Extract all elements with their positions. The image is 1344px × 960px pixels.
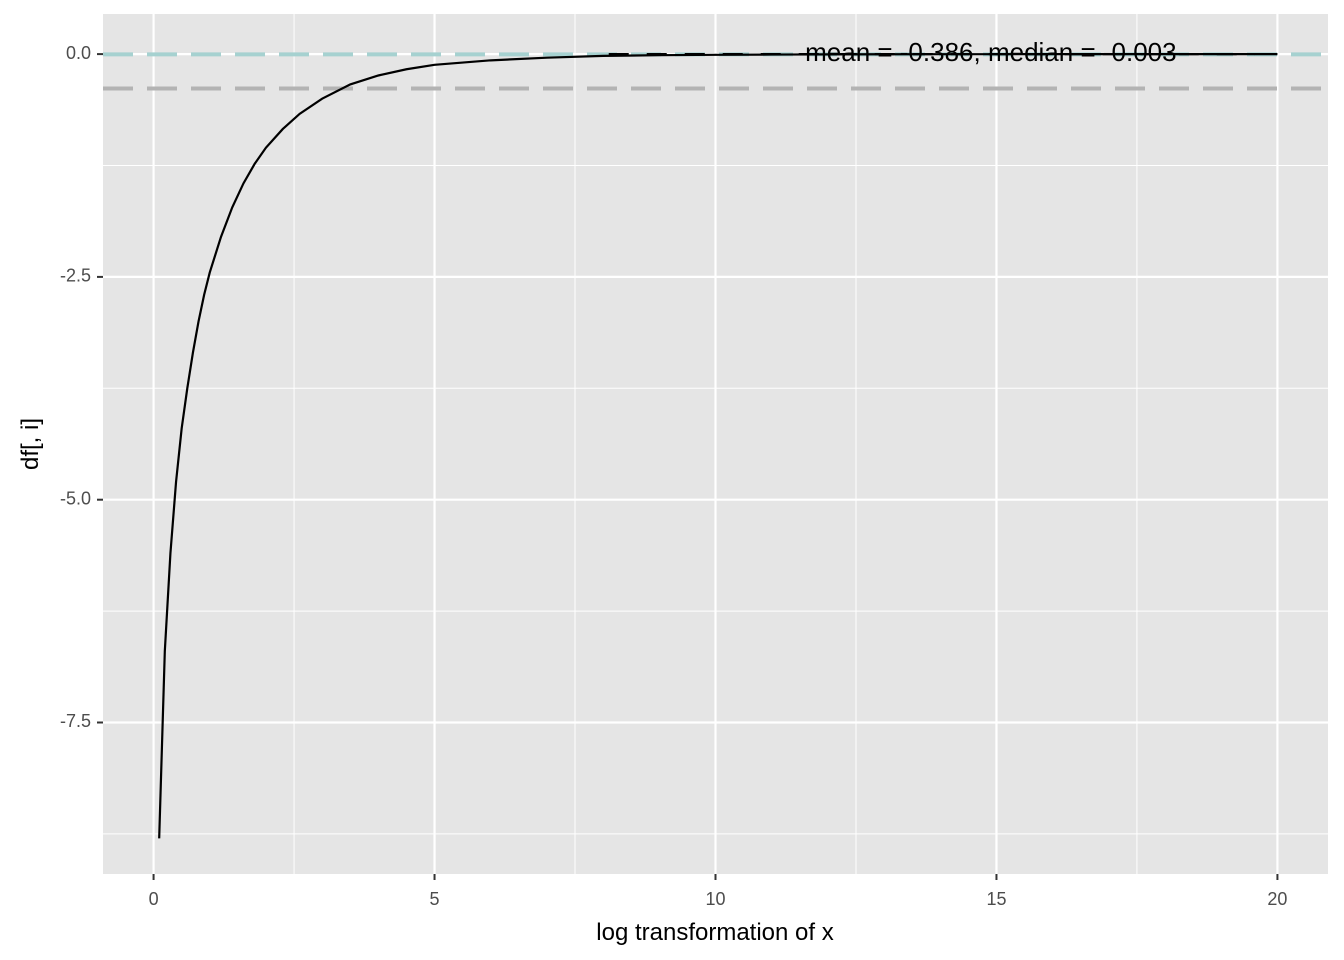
x-tick-label: 0 — [149, 889, 159, 909]
y-tick-label: 0.0 — [66, 43, 91, 63]
series-line — [158, 53, 1278, 839]
y-axis-ticks: 0.0 -2.5 -5.0 -7.5 — [60, 43, 103, 731]
x-axis-ticks: 0 5 10 15 20 — [149, 874, 1287, 909]
y-tick-label: -2.5 — [60, 266, 91, 286]
mean-median-annotation: mean = -0.386, median = -0.003 — [805, 37, 1176, 67]
y-tick-label: -5.0 — [60, 488, 91, 508]
y-tick-label: -7.5 — [60, 711, 91, 731]
x-tick-label: 5 — [430, 889, 440, 909]
x-tick-label: 10 — [705, 889, 725, 909]
x-axis-title: log transformation of x — [596, 919, 833, 946]
x-tick-label: 20 — [1267, 889, 1287, 909]
y-axis-title: df[, i] — [17, 418, 44, 470]
x-tick-label: 15 — [986, 889, 1006, 909]
